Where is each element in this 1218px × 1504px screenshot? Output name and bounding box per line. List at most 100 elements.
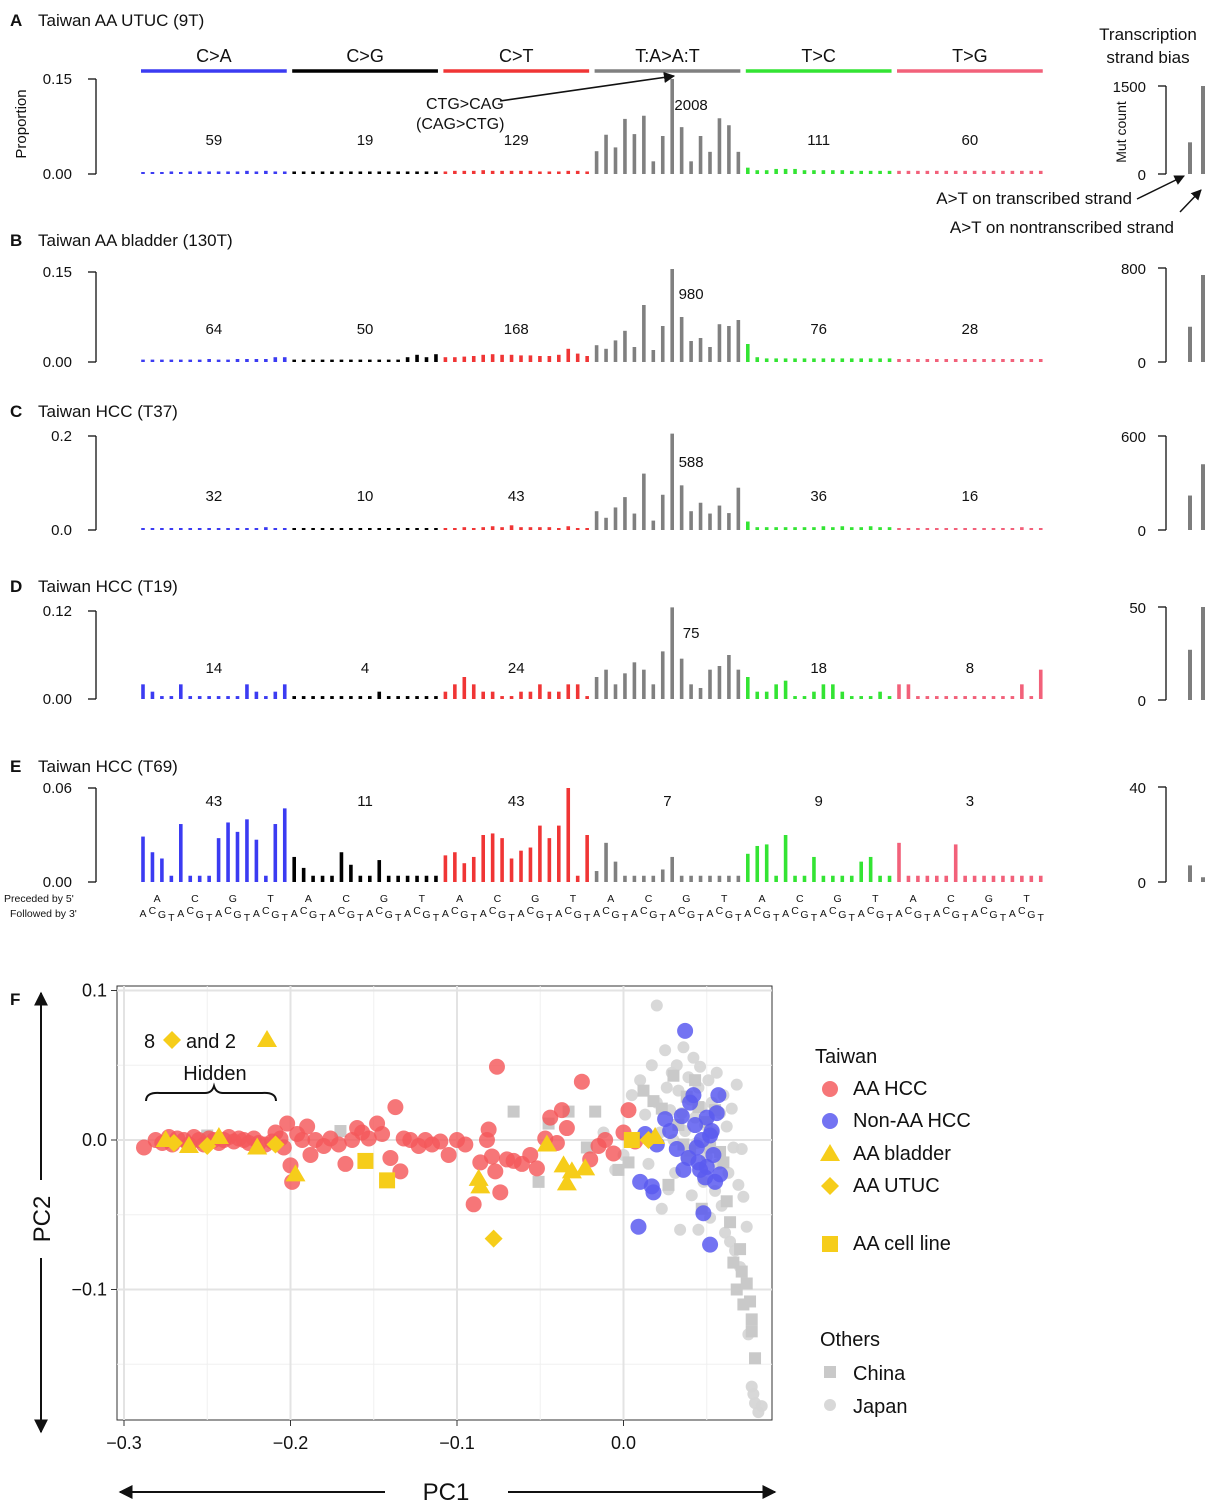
- context-3prime-base: C: [867, 905, 875, 917]
- panel-letter-f: F: [10, 990, 20, 1009]
- y-tick-label: 0.06: [43, 780, 72, 797]
- context-3prime-base: A: [631, 908, 638, 920]
- scatter-legend: Taiwan AA HCC Non-AA HCC AA bladder AA UTUC A…: [815, 1046, 971, 1418]
- context-3prime-base: A: [517, 908, 524, 920]
- series-aa-cell-line: [357, 1132, 640, 1189]
- context-3prime-base: G: [233, 909, 241, 921]
- point-china: [749, 1352, 762, 1365]
- point-non-aa-hcc: [675, 1161, 692, 1178]
- point-non-aa-hcc: [677, 1022, 694, 1039]
- point-china: [745, 1325, 758, 1338]
- point-japan: [740, 1220, 753, 1233]
- panel-a-title: Taiwan AA UTUC (9T): [38, 11, 204, 30]
- point-japan: [692, 1223, 705, 1236]
- point-non-aa-hcc: [668, 1140, 685, 1157]
- type-label-3: T:A>A:T: [635, 46, 700, 66]
- context-3prime-base: T: [773, 912, 780, 924]
- point-china: [724, 1216, 737, 1229]
- strand-tick-label: 0: [1138, 167, 1146, 184]
- type-count-label: 24: [508, 660, 525, 677]
- y-tick-label: 0.15: [43, 71, 72, 88]
- panel-a-bars: 0.15 0.00 59 19 129 2008 111 60 1500 0: [43, 71, 1205, 184]
- context-3prime-base: T: [886, 912, 893, 924]
- point-aa-hcc: [522, 1146, 539, 1163]
- y-tick-label: 0.00: [43, 874, 72, 891]
- y-tick-label: −0.1: [71, 1280, 107, 1300]
- type-label-1: C>G: [346, 46, 384, 66]
- context-3prime-base: G: [271, 909, 279, 921]
- context-5prime-base: C: [947, 893, 955, 905]
- context-3prime-base: T: [1038, 912, 1045, 924]
- context-3prime-base: C: [451, 905, 459, 917]
- point-aa-utuc: [639, 1131, 658, 1149]
- context-3prime-base: C: [753, 905, 761, 917]
- context-3prime-base: A: [328, 908, 335, 920]
- strand-tick-label: 50: [1129, 600, 1146, 617]
- point-aa-hcc: [330, 1136, 347, 1153]
- context-3prime-base: A: [253, 908, 260, 920]
- context-row2-label: Followed by 3': [10, 908, 77, 920]
- type-count-label: 4: [361, 660, 369, 677]
- type-count-label: 59: [206, 132, 223, 149]
- point-japan: [659, 1044, 672, 1057]
- annotation-arrow: [499, 71, 676, 102]
- panel-e-bars: 0.06 0.00 43 11 43 7 9 3 40 0: [43, 780, 1205, 892]
- y-tick-label: 0.2: [51, 428, 72, 445]
- x-axis-label: PC1: [423, 1479, 470, 1504]
- type-count-label: 75: [683, 625, 700, 642]
- point-japan: [735, 1142, 748, 1155]
- point-aa-hcc: [528, 1160, 545, 1177]
- point-non-aa-hcc: [630, 1218, 647, 1235]
- context-3prime-base: C: [186, 905, 194, 917]
- context-3prime-base: A: [215, 908, 222, 920]
- point-japan: [737, 1190, 750, 1203]
- panel-b-bars: 0.15 0.00 64 50 168 980 76 28 800 0: [43, 261, 1205, 372]
- context-5prime-base: A: [456, 893, 463, 905]
- context-3prime-base: G: [536, 909, 544, 921]
- point-china: [745, 1313, 758, 1326]
- point-japan: [730, 1078, 743, 1091]
- point-aa-cell-line: [623, 1132, 640, 1148]
- type-count-label: 64: [206, 321, 223, 338]
- point-aa-bladder: [536, 1134, 557, 1152]
- point-aa-hcc: [483, 1148, 500, 1165]
- point-china: [507, 1105, 520, 1118]
- point-aa-cell-line: [357, 1152, 374, 1169]
- point-aa-hcc: [597, 1132, 614, 1148]
- strand-tick-label: 600: [1121, 429, 1146, 446]
- pca-scatter: −0.3 −0.2 −0.1 0.0 0.1 0.0 −0.1 PC1 PC2 8 and 2 Hid…: [29, 981, 971, 1504]
- context-3prime-base: G: [725, 909, 733, 921]
- context-3prime-base: C: [829, 905, 837, 917]
- context-5prime-base: C: [494, 893, 502, 905]
- legend-label: Non-AA HCC: [853, 1110, 971, 1132]
- type-label-0: C>A: [196, 46, 232, 66]
- context-3prime-base: A: [442, 908, 449, 920]
- context-3prime-base: A: [895, 908, 902, 920]
- point-japan: [824, 1399, 836, 1411]
- context-5prime-base: A: [758, 893, 765, 905]
- context-3prime-base: T: [622, 912, 629, 924]
- point-non-aa-hcc: [673, 1108, 690, 1125]
- strand-bias-plot: 1500 0: [1113, 79, 1205, 184]
- point-non-aa-hcc: [645, 1184, 662, 1201]
- context-3prime-base: C: [905, 905, 913, 917]
- type-count-label: 36: [810, 488, 827, 505]
- x-tick-label: −0.3: [106, 1433, 142, 1453]
- context-3prime-base: G: [347, 909, 355, 921]
- panel-letter-a: A: [10, 11, 22, 30]
- context-3prime-base: G: [876, 909, 884, 921]
- context-3prime-base: C: [602, 905, 610, 917]
- point-china: [612, 1163, 625, 1176]
- type-count-label: 2008: [674, 97, 707, 114]
- context-5prime-base: C: [796, 893, 804, 905]
- x-tick-label: −0.1: [439, 1433, 475, 1453]
- type-count-label: 16: [962, 488, 979, 505]
- point-aa-hcc: [382, 1149, 399, 1166]
- y-tick-label: 0.12: [43, 603, 72, 620]
- context-3prime-base: A: [933, 908, 940, 920]
- legend-title-others: Others: [820, 1329, 880, 1351]
- context-3prime-base: A: [820, 908, 827, 920]
- point-aa-hcc: [387, 1099, 404, 1116]
- type-count-label: 76: [810, 321, 827, 338]
- context-3prime-base: G: [838, 909, 846, 921]
